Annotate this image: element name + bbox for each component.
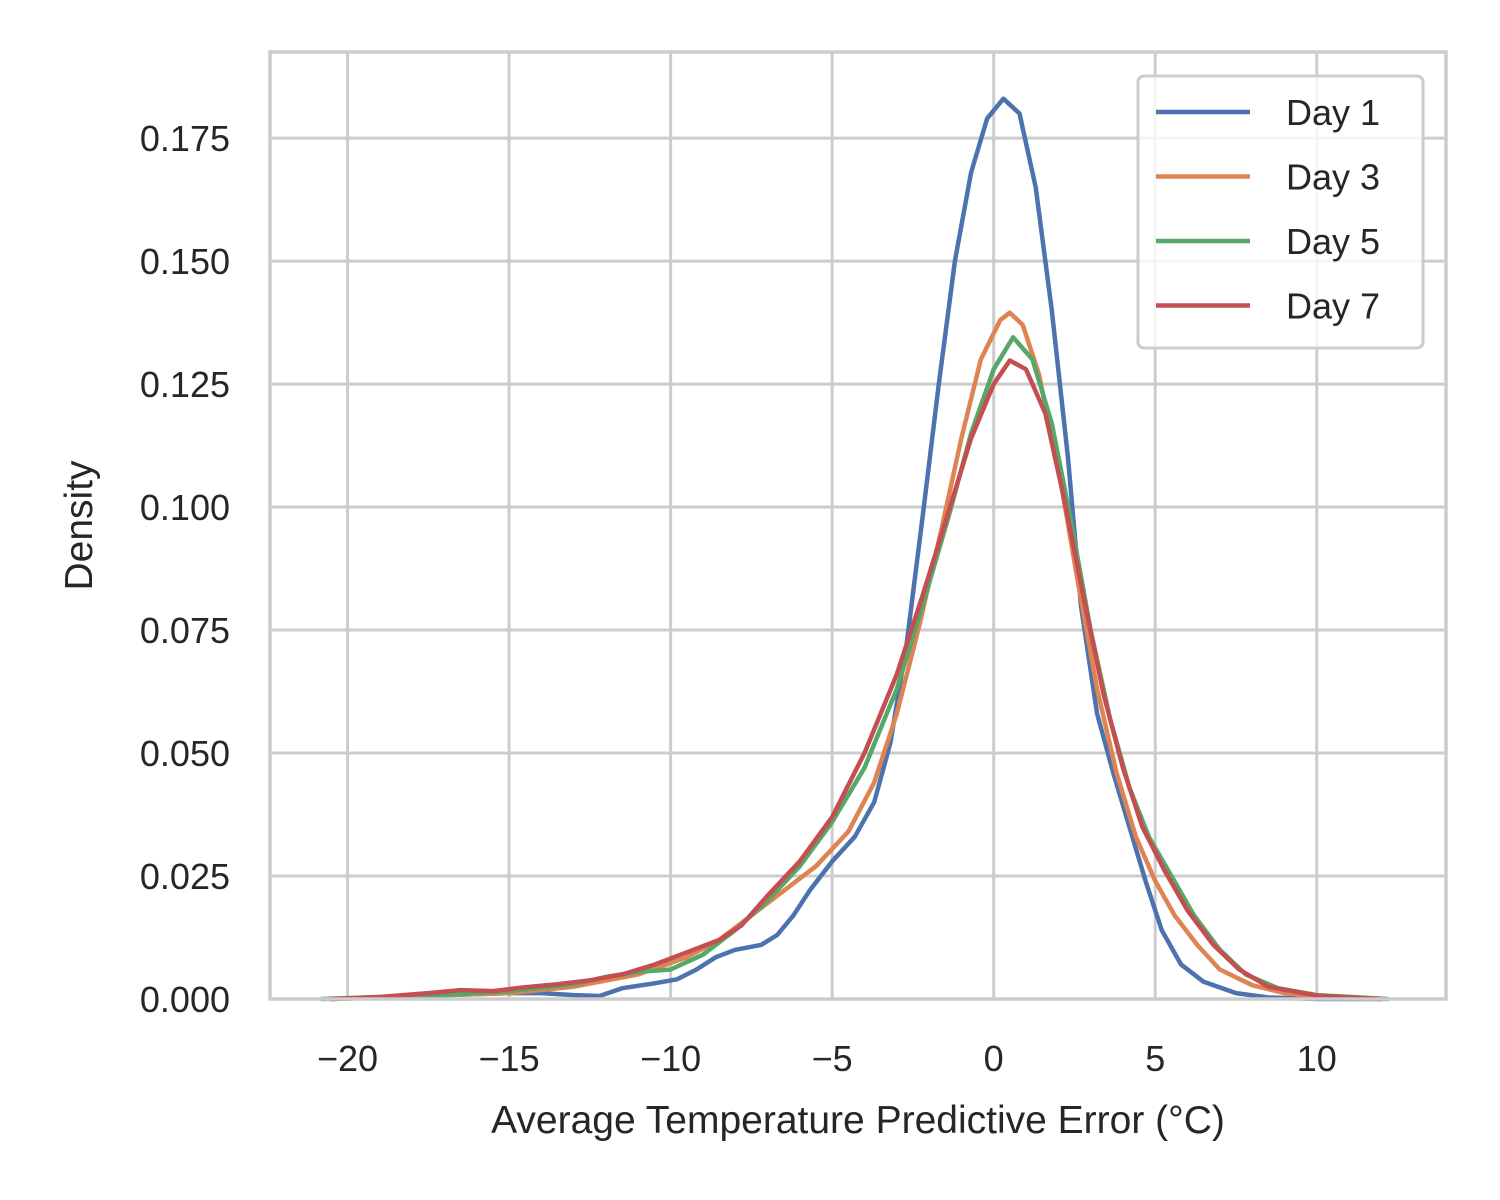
- legend-item: Day 7: [1156, 286, 1380, 327]
- x-tick-label: 0: [984, 1038, 1004, 1079]
- legend-item: Day 3: [1156, 157, 1380, 198]
- x-axis-ticks: −20 −15 −10 −5 0 5 10: [317, 1038, 1337, 1079]
- legend-item: Day 1: [1156, 92, 1380, 133]
- x-tick-label: −5: [812, 1038, 853, 1079]
- y-tick-label: 0.000: [140, 979, 230, 1020]
- legend-box: [1136, 74, 1425, 350]
- legend-label: Day 5: [1286, 221, 1380, 262]
- x-tick-label: 5: [1145, 1038, 1165, 1079]
- y-tick-label: 0.075: [140, 610, 230, 651]
- legend-item: Day 5: [1156, 221, 1380, 262]
- y-tick-label: 0.125: [140, 364, 230, 405]
- series-line-day-7: [329, 358, 1384, 1002]
- x-tick-label: −20: [317, 1038, 378, 1079]
- y-tick-label: 0.025: [140, 856, 230, 897]
- legend-label: Day 3: [1286, 157, 1380, 198]
- series-lines: [319, 96, 1391, 1002]
- series-line-day-5: [319, 335, 1391, 1002]
- y-tick-label: 0.100: [140, 487, 230, 528]
- x-tick-label: −10: [640, 1038, 701, 1079]
- y-axis-ticks: 0.000 0.025 0.050 0.075 0.100 0.125 0.150 0.175: [140, 118, 230, 1020]
- y-tick-label: 0.175: [140, 118, 230, 159]
- x-tick-label: 10: [1297, 1038, 1337, 1079]
- legend-label: Day 1: [1286, 92, 1380, 133]
- series-line-day-1: [329, 96, 1384, 1002]
- x-tick-label: −15: [479, 1038, 540, 1079]
- legend-label: Day 7: [1286, 286, 1380, 327]
- series-line-day-3: [329, 310, 1384, 1002]
- y-tick-label: 0.150: [140, 241, 230, 282]
- y-axis-title: Density: [58, 460, 101, 591]
- legend-items: Day 1 Day 3 Day 5 Day 7: [1156, 92, 1380, 327]
- y-tick-label: 0.050: [140, 733, 230, 774]
- legend: Day 1 Day 3 Day 5 Day 7: [1136, 74, 1425, 350]
- x-axis-title: Average Temperature Predictive Error (°C…: [491, 1099, 1225, 1142]
- plot-frame: [268, 50, 1448, 1001]
